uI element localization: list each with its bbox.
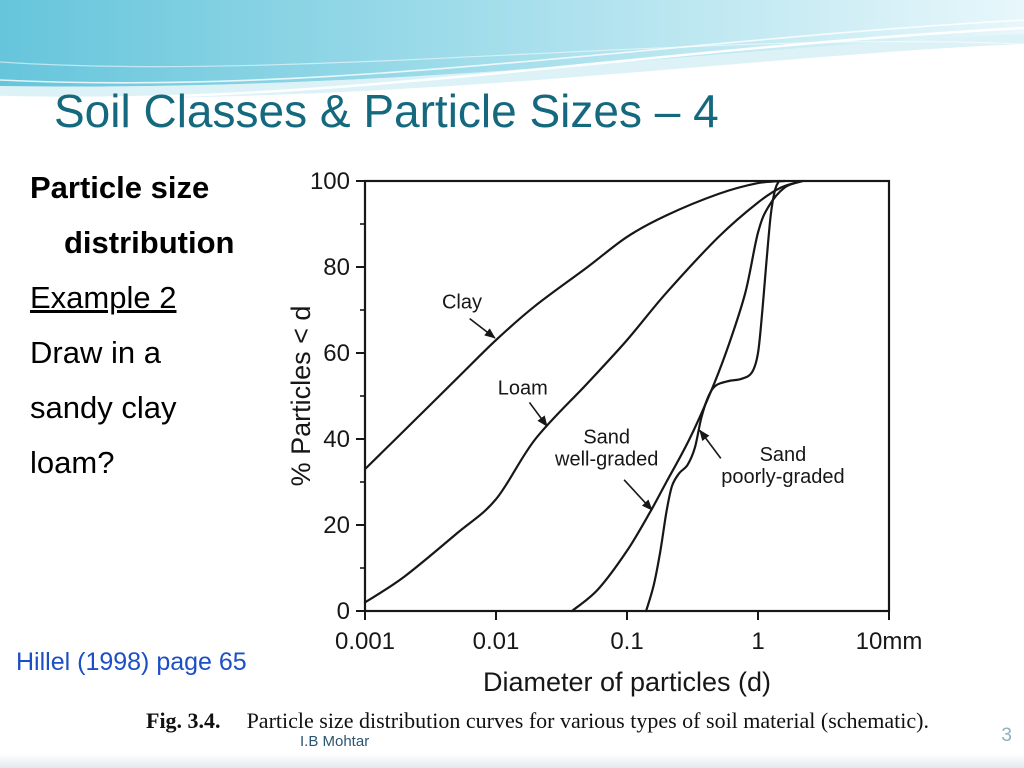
- wave-line-3: [0, 40, 1024, 68]
- y-tick-label: 0: [337, 598, 350, 625]
- body-line-distribution: distribution: [64, 225, 235, 260]
- y-tick-label: 40: [323, 426, 350, 453]
- wave-line-2: [0, 19, 1024, 84]
- y-tick-label: 60: [323, 340, 350, 367]
- annotation-arrow: [469, 317, 496, 339]
- figure-label: Fig. 3.4.: [146, 708, 221, 733]
- wave-band-secondary: [0, 34, 1024, 99]
- annotation-label: well-graded: [554, 449, 658, 471]
- y-tick-label: 80: [323, 254, 350, 281]
- plot-frame: [363, 179, 891, 613]
- annotation-label: Sand: [583, 427, 630, 449]
- annotation-arrow: [623, 479, 653, 511]
- reference-citation: Hillel (1998) page 65: [16, 648, 247, 676]
- x-tick-label: 10mm: [856, 628, 923, 655]
- body-line-draw: Draw in a: [30, 335, 161, 370]
- curve-loam: [363, 179, 804, 604]
- footer-author: I.B Mohtar: [300, 733, 370, 750]
- figure-caption-text: Particle size distribution curves for va…: [246, 708, 929, 733]
- annotation-label: Clay: [442, 291, 482, 313]
- bottom-fade-decoration: [0, 754, 1024, 768]
- x-tick-label: 1: [751, 628, 764, 655]
- slide-title: Soil Classes & Particle Sizes – 4: [54, 85, 719, 137]
- curve-sand-poorly-graded: [645, 179, 781, 613]
- particle-size-chart: 0 20 40 60 80 100 0.001 0.01 0.1 1 10mm Diameter of…: [286, 168, 923, 697]
- y-tick-label: 100: [310, 168, 350, 195]
- x-tick-label: 0.01: [473, 628, 520, 655]
- body-line-example: Example 2: [30, 280, 177, 315]
- page-number: 3: [1001, 725, 1012, 746]
- annotation-arrow: [528, 401, 548, 427]
- figure-caption: Fig. 3.4. Particle size distribution cur…: [146, 708, 929, 734]
- wave-line-1: [0, 26, 1024, 100]
- x-tick-label: 0.001: [335, 628, 395, 655]
- header-wave-decoration: [0, 0, 1024, 100]
- annotation-label: poorly-graded: [721, 466, 844, 488]
- annotation-label: Loam: [498, 377, 548, 399]
- x-axis-title: Diameter of particles (d): [483, 667, 771, 697]
- body-line-sandy-clay: sandy clay: [30, 390, 177, 425]
- y-axis-title: % Particles < d: [286, 306, 316, 487]
- body-line-particle-size: Particle size: [30, 170, 210, 205]
- annotation-label: Sand: [760, 444, 807, 466]
- body-line-loam: loam?: [30, 445, 115, 480]
- annotation-arrow: [699, 429, 722, 459]
- body-text-block: Particle size distribution Example 2 Dra…: [30, 160, 234, 490]
- x-tick-label: 0.1: [610, 628, 643, 655]
- y-tick-label: 20: [323, 512, 350, 539]
- curve-clay: [363, 179, 786, 471]
